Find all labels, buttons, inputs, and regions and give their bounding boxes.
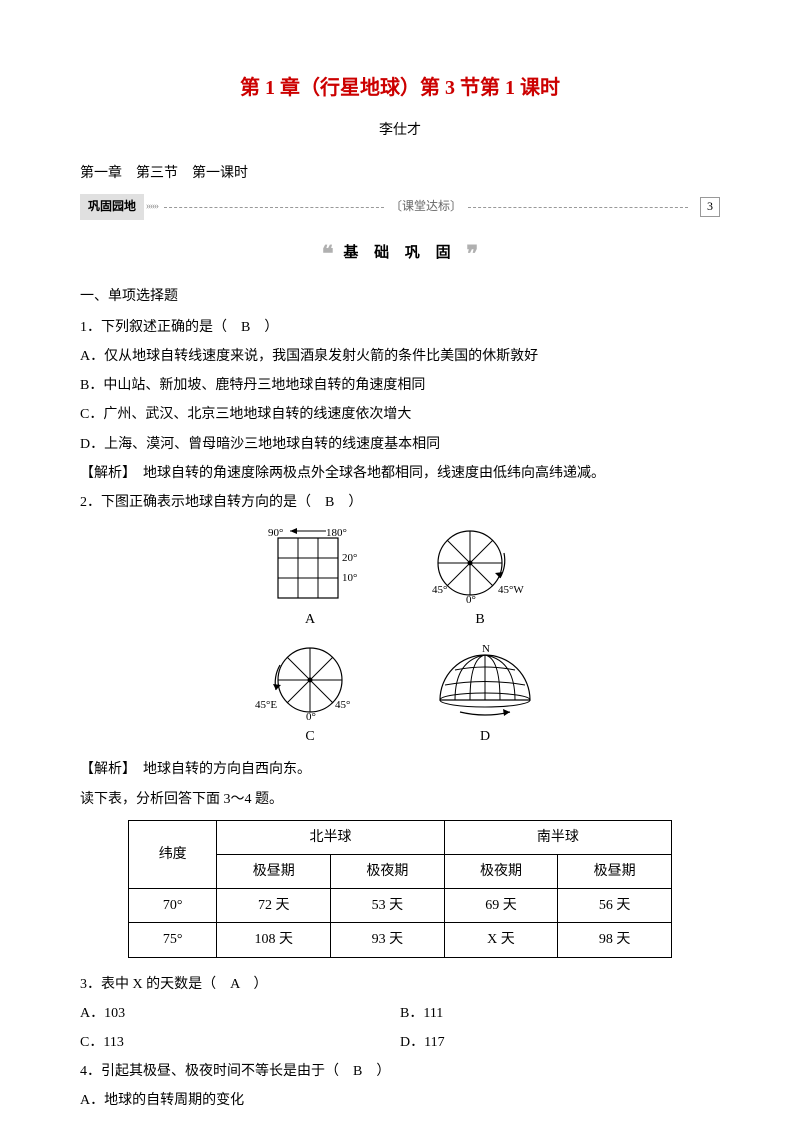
banner: 巩固园地 »»» 〔课堂达标〕 3	[80, 194, 720, 220]
cell-lat: 75°	[129, 923, 217, 957]
diagram-d: N D	[425, 640, 545, 749]
diagram-c-label: C	[305, 724, 314, 749]
page-number-box: 3	[700, 197, 720, 217]
q3-stem: 3．表中 X 的天数是（ A ）	[80, 972, 720, 997]
q3-options-row1: A．103 B．111	[80, 1001, 720, 1026]
q3-option-c: C．113	[80, 1030, 400, 1055]
quote-right-icon: ❞	[466, 241, 478, 266]
diagram-a-label: A	[305, 607, 315, 632]
q1-option-d: D．上海、漠河、曾母暗沙三地地球自转的线速度基本相同	[80, 432, 720, 457]
diagram-a: 90° 180° 20° 10° A	[260, 523, 360, 632]
q3-option-d: D．117	[400, 1030, 720, 1055]
q4-stem: 4．引起其极昼、极夜时间不等长是由于（ B ）	[80, 1059, 720, 1084]
diag-b-45: 45°	[432, 584, 447, 596]
page-title: 第 1 章（行星地球）第 3 节第 1 课时	[80, 70, 720, 106]
diagram-d-svg: N	[425, 640, 545, 720]
th-day2: 极昼期	[558, 855, 672, 889]
diag-a-10: 10°	[342, 572, 357, 584]
th-south: 南半球	[444, 820, 671, 854]
q2-explanation: 【解析】 地球自转的方向自西向东。	[80, 757, 720, 782]
diagram-b-label: B	[475, 607, 484, 632]
q2-stem: 2．下图正确表示地球自转方向的是（ B ）	[80, 490, 720, 515]
diagram-row-1: 90° 180° 20° 10° A 45° 0° 45°W B	[80, 523, 720, 632]
q1-explanation: 【解析】 地球自转的角速度除两极点外全球各地都相同，线速度由低纬向高纬递减。	[80, 461, 720, 486]
th-north: 北半球	[217, 820, 444, 854]
table-row: 70° 72 天 53 天 69 天 56 天	[129, 889, 672, 923]
diag-b-0: 0°	[466, 594, 476, 603]
cell: 56 天	[558, 889, 672, 923]
cell: 69 天	[444, 889, 558, 923]
data-table: 纬度 北半球 南半球 极昼期 极夜期 极夜期 极昼期 70° 72 天 53 天…	[128, 820, 672, 958]
diag-d-n: N	[482, 643, 490, 655]
chevron-icon: »»»	[146, 198, 158, 216]
diag-b-45w: 45°W	[498, 584, 524, 596]
diagram-a-svg: 90° 180° 20° 10°	[260, 523, 360, 603]
table-row: 75° 108 天 93 天 X 天 98 天	[129, 923, 672, 957]
th-night: 极夜期	[331, 855, 445, 889]
banner-divider	[468, 207, 688, 208]
diag-c-45: 45°	[335, 699, 350, 711]
cell: 53 天	[331, 889, 445, 923]
diagram-row-2: 45°E 0° 45° C N D	[80, 640, 720, 749]
q3-option-b: B．111	[400, 1001, 720, 1026]
section-heading: 一、单项选择题	[80, 284, 720, 309]
banner-divider	[164, 207, 384, 208]
diagram-b-svg: 45° 0° 45°W	[420, 523, 540, 603]
quote-left-icon: ❝	[322, 241, 334, 266]
diag-a-90: 90°	[268, 527, 283, 539]
diag-c-0: 0°	[306, 711, 316, 720]
q1-option-a: A．仅从地球自转线速度来说，我国酒泉发射火箭的条件比美国的休斯敦好	[80, 344, 720, 369]
banner-mid-label: 〔课堂达标〕	[390, 196, 462, 218]
q1-option-b: B．中山站、新加坡、鹿特丹三地地球自转的角速度相同	[80, 373, 720, 398]
banner-left-label: 巩固园地	[80, 194, 144, 220]
cell: 93 天	[331, 923, 445, 957]
author: 李仕才	[80, 118, 720, 143]
th-day: 极昼期	[217, 855, 331, 889]
cell: 98 天	[558, 923, 672, 957]
q3-option-a: A．103	[80, 1001, 400, 1026]
diagram-d-label: D	[480, 724, 490, 749]
q1-option-c: C．广州、武汉、北京三地地球自转的线速度依次增大	[80, 402, 720, 427]
table-intro: 读下表，分析回答下面 3～4 题。	[80, 787, 720, 812]
cell: 72 天	[217, 889, 331, 923]
q1-stem: 1．下列叙述正确的是（ B ）	[80, 315, 720, 340]
diag-c-45e: 45°E	[255, 699, 277, 711]
q3-options-row2: C．113 D．117	[80, 1030, 720, 1055]
diag-a-180: 180°	[326, 527, 347, 539]
th-latitude: 纬度	[129, 820, 217, 888]
diagram-b: 45° 0° 45°W B	[420, 523, 540, 632]
table-row: 纬度 北半球 南半球	[129, 820, 672, 854]
diagram-c-svg: 45°E 0° 45°	[255, 640, 365, 720]
sub-header: ❝ 基 础 巩 固 ❞	[80, 234, 720, 274]
cell: 108 天	[217, 923, 331, 957]
cell: X 天	[444, 923, 558, 957]
diagram-c: 45°E 0° 45° C	[255, 640, 365, 749]
th-night2: 极夜期	[444, 855, 558, 889]
diag-a-20: 20°	[342, 552, 357, 564]
q4-option-a: A．地球的自转周期的变化	[80, 1088, 720, 1113]
cell-lat: 70°	[129, 889, 217, 923]
sub-header-text: 基 础 巩 固	[343, 245, 456, 261]
chapter-line: 第一章 第三节 第一课时	[80, 161, 720, 186]
